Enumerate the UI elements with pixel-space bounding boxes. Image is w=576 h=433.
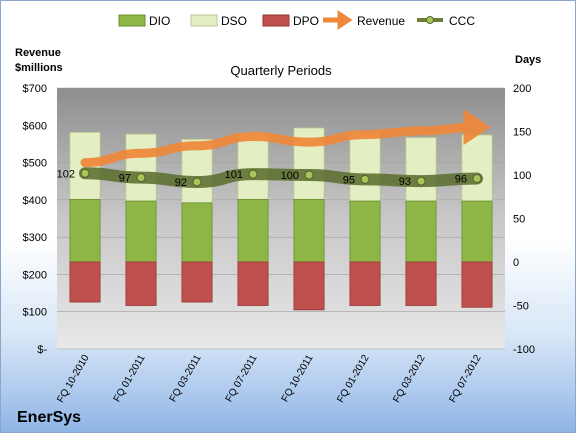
left-axis-label-line1: Revenue <box>15 47 61 59</box>
revenue-line <box>80 109 491 168</box>
ccc-data-label: 100 <box>281 170 299 182</box>
legend-label-revenue: Revenue <box>357 14 405 28</box>
x-tick-label: FQ 03-2011 <box>168 353 204 404</box>
ccc-data-label: 96 <box>455 173 467 185</box>
bar-dio <box>125 200 157 263</box>
left-tick-label: $700 <box>23 83 47 95</box>
x-tick-label: FQ 01-2012 <box>335 353 371 405</box>
x-tick-label: FQ 07-2012 <box>447 353 483 405</box>
bar-dso <box>349 131 381 202</box>
ccc-data-label: 95 <box>343 174 355 186</box>
right-axis-ticks: -100 -50 0 50 100 150 200 <box>513 83 535 356</box>
x-tick-label: FQ 10-2011 <box>280 353 316 404</box>
x-tick-label: FQ 01-2011 <box>112 353 148 404</box>
right-tick-label: -50 <box>513 301 529 313</box>
ccc-point <box>136 173 146 183</box>
right-tick-label: 100 <box>513 170 531 182</box>
bar-dio <box>293 198 325 263</box>
right-axis-label: Days <box>515 54 541 66</box>
left-tick-label: $300 <box>23 232 47 244</box>
right-tick-label: 0 <box>513 257 519 269</box>
bar-dio <box>405 200 437 263</box>
bar-dpo <box>349 261 381 306</box>
left-tick-label: $600 <box>23 120 47 132</box>
legend-label-dio: DIO <box>149 14 170 28</box>
bar-dso <box>125 133 157 202</box>
bar-dso <box>405 137 437 202</box>
ccc-point <box>360 174 370 184</box>
bar-dso <box>237 132 269 200</box>
company-name: EnerSys <box>17 409 81 426</box>
ccc-point <box>304 170 314 180</box>
bar-dpo <box>237 261 269 306</box>
ccc-data-label: 101 <box>225 169 243 181</box>
ccc-data-label: 97 <box>119 173 131 185</box>
right-tick-label: 50 <box>513 214 525 226</box>
ccc-point <box>472 173 482 183</box>
chart-title: Quarterly Periods <box>230 63 332 78</box>
bar-dso <box>461 134 493 202</box>
bar-dio <box>349 200 381 263</box>
left-tick-label: $200 <box>23 269 47 281</box>
bar-dpo <box>69 261 101 303</box>
right-tick-label: 150 <box>513 127 531 139</box>
legend-marker-ccc <box>426 16 434 24</box>
x-tick-label: FQ 07-2011 <box>224 353 260 404</box>
bar-dio <box>461 200 493 263</box>
ccc-series: 102 97 92 101 100 95 93 96 <box>57 167 483 189</box>
bars <box>69 127 493 311</box>
x-tick-label: FQ 03-2012 <box>391 353 427 405</box>
ccc-point <box>192 177 202 187</box>
bar-dio <box>69 198 101 263</box>
ccc-line <box>79 167 483 188</box>
ccc-point <box>248 169 258 179</box>
bar-dpo <box>125 261 157 306</box>
legend-label-dso: DSO <box>221 14 247 28</box>
bar-dio <box>181 202 213 263</box>
left-axis-label-line2: $millions <box>15 62 63 74</box>
x-tick-label: FQ 10-2010 <box>55 353 91 405</box>
left-tick-label: $400 <box>23 195 47 207</box>
x-axis-ticks: FQ 10-2010 FQ 01-2011 FQ 03-2011 FQ 07-2011… <box>55 353 483 405</box>
bar-dpo <box>461 261 493 308</box>
legend-swatch-dpo <box>262 14 290 27</box>
left-tick-label: $- <box>37 344 47 356</box>
revenue-series <box>80 109 491 168</box>
legend-swatch-dso <box>190 14 218 27</box>
bar-dio <box>237 198 269 263</box>
bar-dpo <box>181 261 213 303</box>
ccc-data-label: 102 <box>57 168 75 180</box>
bar-dpo <box>405 261 437 306</box>
ccc-point <box>80 168 90 178</box>
right-tick-label: -100 <box>513 344 535 356</box>
ccc-data-label: 92 <box>175 177 187 189</box>
right-tick-label: 200 <box>513 83 531 95</box>
bar-dpo <box>293 261 325 311</box>
left-tick-label: $500 <box>23 158 47 170</box>
legend-swatch-dio <box>118 14 146 27</box>
left-axis-ticks: $- $100 $200 $300 $400 $500 $600 $700 <box>23 83 48 356</box>
legend: DIO DSO DPO Revenue CCC <box>118 10 475 30</box>
ccc-data-label: 93 <box>399 176 411 188</box>
left-tick-label: $100 <box>23 307 47 319</box>
legend-label-ccc: CCC <box>449 14 475 28</box>
legend-label-dpo: DPO <box>293 14 319 28</box>
ccc-point <box>416 176 426 186</box>
